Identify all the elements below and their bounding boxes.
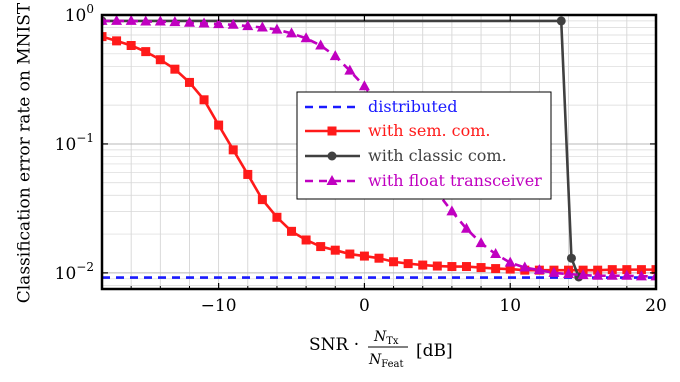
data-point	[184, 77, 194, 87]
axis-ticks: −10 0 10 20 10−2 10−1 100	[55, 2, 667, 316]
data-point	[257, 195, 267, 205]
data-point	[460, 222, 472, 233]
data-point	[491, 264, 501, 274]
data-point	[272, 212, 282, 222]
data-point	[125, 15, 137, 25]
legend-label: with float transceiver	[368, 171, 542, 190]
data-point	[330, 245, 340, 255]
x-tick-label: 0	[359, 296, 370, 316]
x-axis-label-num: NTx	[373, 329, 399, 347]
data-point	[636, 265, 646, 275]
data-point	[606, 269, 618, 280]
data-point	[359, 251, 369, 261]
data-point	[476, 263, 486, 273]
x-axis-label: SNR · NTx NFeat [dB]	[309, 329, 453, 370]
data-point	[592, 269, 604, 280]
data-point	[635, 270, 647, 281]
data-point	[155, 55, 165, 65]
data-point	[198, 17, 210, 28]
data-point	[622, 265, 632, 275]
data-point	[126, 41, 136, 51]
legend-label: with sem. com.	[368, 121, 491, 140]
data-point	[111, 15, 123, 25]
x-axis-label-prefix: SNR ·	[309, 335, 359, 355]
data-point	[242, 20, 254, 31]
data-point	[548, 266, 560, 277]
data-point	[169, 16, 181, 27]
data-point	[228, 145, 238, 155]
data-point	[505, 264, 515, 274]
data-point	[475, 237, 487, 248]
data-point	[446, 205, 458, 216]
data-point	[566, 253, 576, 263]
legend-marker	[327, 126, 337, 136]
data-point	[227, 18, 239, 29]
data-point	[199, 95, 209, 105]
data-point	[345, 249, 355, 259]
data-point	[432, 261, 442, 271]
data-point	[271, 23, 283, 34]
plot-frame	[100, 13, 658, 291]
data-point	[300, 32, 312, 43]
x-axis-label-unit: [dB]	[416, 341, 453, 361]
data-point	[316, 242, 326, 252]
data-point	[556, 16, 566, 26]
data-point	[213, 18, 225, 29]
legend-label: with classic com.	[368, 146, 507, 165]
data-point	[358, 80, 370, 91]
series-line	[102, 19, 580, 278]
data-point	[403, 259, 413, 269]
x-tick-label: −10	[201, 296, 237, 316]
legend-marker	[327, 151, 337, 161]
data-point	[243, 169, 253, 179]
data-point	[112, 36, 122, 46]
data-point	[533, 264, 545, 275]
data-point	[154, 15, 166, 26]
data-point	[170, 64, 180, 74]
legend: distributed with sem. com. with classic co…	[296, 91, 552, 200]
data-point	[301, 235, 311, 245]
data-point	[418, 260, 428, 270]
data-point	[315, 39, 327, 50]
data-point	[374, 253, 384, 263]
data-point	[140, 15, 152, 26]
data-point	[141, 47, 151, 57]
series-line	[102, 19, 656, 278]
data-point	[461, 262, 471, 272]
x-tick-label: 10	[499, 296, 521, 316]
legend-label: distributed	[368, 97, 457, 116]
data-point	[490, 248, 502, 259]
data-point	[621, 269, 633, 280]
data-point	[286, 27, 298, 38]
data-point	[102, 32, 107, 42]
data-point	[447, 262, 457, 272]
data-point	[607, 265, 617, 275]
data-point	[183, 16, 195, 27]
data-point	[102, 15, 108, 25]
data-point	[504, 256, 516, 267]
y-tick-label: 10−1	[55, 131, 94, 155]
data-point	[651, 265, 656, 275]
legend-marker	[326, 175, 338, 185]
y-tick-label: 10−2	[55, 260, 94, 284]
y-axis-label: Classification error rate on MNIST	[15, 2, 35, 303]
data-point	[214, 120, 224, 130]
data-point	[563, 268, 575, 279]
y-tick-label: 100	[65, 2, 94, 26]
data-point	[577, 269, 589, 280]
series-with-sem-com-	[102, 32, 656, 275]
data-point	[344, 64, 356, 75]
x-tick-label: 20	[645, 296, 667, 316]
data-point	[519, 261, 531, 272]
data-point	[329, 50, 341, 61]
data-point	[287, 226, 297, 236]
data-point	[256, 21, 268, 32]
data-point	[389, 257, 399, 267]
x-axis-label-den: NFeat	[368, 352, 404, 370]
